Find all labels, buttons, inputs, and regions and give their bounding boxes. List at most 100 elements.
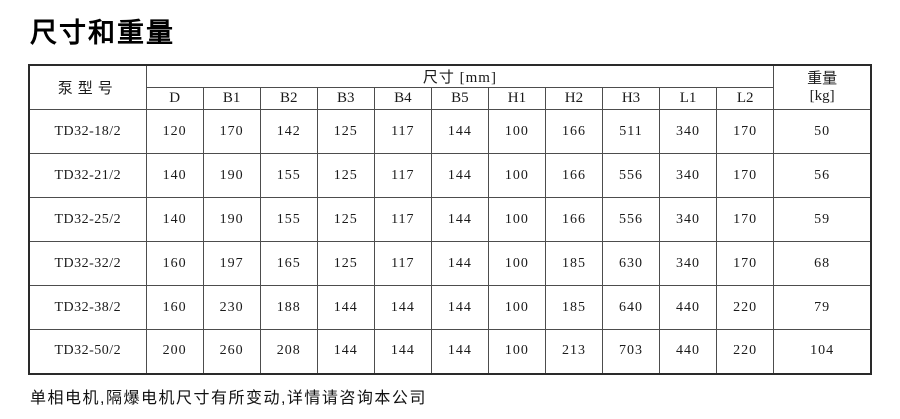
dimension-value-cell: 100	[487, 329, 546, 374]
table-row: TD32-25/2 140 190 155 125 117 144 100 166 556 340 1…	[28, 197, 872, 242]
dimension-value-cell: 630	[601, 241, 661, 286]
dimension-value-cell: 140	[145, 197, 204, 242]
dimension-value-cell: 144	[430, 285, 489, 330]
column-header-dim: L2	[716, 87, 775, 110]
dimension-value-cell: 160	[145, 285, 204, 330]
pump-model-cell: TD32-50/2	[28, 329, 147, 374]
dimension-value-cell: 120	[145, 109, 204, 154]
dimension-value-cell: 556	[601, 197, 661, 242]
dimension-value-cell: 165	[259, 241, 318, 286]
column-header-dim: B5	[430, 87, 489, 110]
column-header-dim: B2	[259, 87, 318, 110]
dimension-value-cell: 125	[316, 109, 375, 154]
dimension-value-cell: 170	[716, 109, 775, 154]
dimension-value-cell: 440	[659, 329, 718, 374]
dimension-value-cell: 140	[145, 153, 204, 198]
dimension-value-cell: 117	[373, 153, 432, 198]
table-row: TD32-50/2 200 260 208 144 144 144 100 213 703 440 2…	[28, 329, 872, 374]
weight-value-cell: 56	[773, 153, 872, 198]
dimension-value-cell: 230	[202, 285, 261, 330]
dimension-value-cell: 100	[487, 285, 546, 330]
dimension-value-cell: 220	[716, 329, 775, 374]
dimension-value-cell: 556	[601, 153, 661, 198]
dimension-value-cell: 144	[373, 329, 432, 374]
dimension-value-cell: 100	[487, 109, 546, 154]
dimension-value-cell: 144	[316, 329, 375, 374]
dimension-value-cell: 213	[544, 329, 603, 374]
dimension-value-cell: 220	[716, 285, 775, 330]
dimension-value-cell: 155	[259, 197, 318, 242]
dimension-value-cell: 170	[716, 241, 775, 286]
pump-model-cell: TD32-38/2	[28, 285, 147, 330]
dimension-value-cell: 340	[659, 197, 718, 242]
dimension-value-cell: 100	[487, 197, 546, 242]
table-body: TD32-18/2 120 170 142 125 117 144 100 166 511 340 1…	[28, 109, 872, 374]
dimension-value-cell: 144	[316, 285, 375, 330]
dimension-value-cell: 260	[202, 329, 261, 374]
dimension-value-cell: 340	[659, 241, 718, 286]
dimension-value-cell: 185	[544, 241, 603, 286]
dimension-value-cell: 200	[145, 329, 204, 374]
dimension-value-cell: 190	[202, 153, 261, 198]
dimension-value-cell: 185	[544, 285, 603, 330]
table-row: TD32-18/2 120 170 142 125 117 144 100 166 511 340 1…	[28, 109, 872, 154]
column-header-dim: H2	[544, 87, 603, 110]
dimension-value-cell: 144	[430, 197, 489, 242]
dimension-value-cell: 144	[430, 241, 489, 286]
pump-model-cell: TD32-32/2	[28, 241, 147, 286]
dimension-value-cell: 144	[373, 285, 432, 330]
weight-value-cell: 104	[773, 329, 872, 374]
dimension-value-cell: 166	[544, 153, 603, 198]
weight-value-cell: 79	[773, 285, 872, 330]
dimension-value-cell: 144	[430, 329, 489, 374]
dimension-value-cell: 117	[373, 109, 432, 154]
column-header-dim: B3	[316, 87, 375, 110]
column-header-dim: H3	[601, 87, 661, 110]
column-group-header-dimensions-mm: 尺寸 [mm]	[145, 64, 775, 88]
dimension-value-cell: 511	[601, 109, 661, 154]
dimension-value-cell: 117	[373, 241, 432, 286]
column-header-dim: B1	[202, 87, 261, 110]
table-row: TD32-32/2 160 197 165 125 117 144 100 185 630 340 1…	[28, 241, 872, 286]
dimension-value-cell: 125	[316, 153, 375, 198]
column-header-dim: L1	[659, 87, 718, 110]
dimension-value-cell: 703	[601, 329, 661, 374]
footnote: 单相电机,隔爆电机尺寸有所变动,详情请咨询本公司	[30, 389, 427, 407]
dimension-value-cell: 340	[659, 109, 718, 154]
weight-value-cell: 50	[773, 109, 872, 154]
pump-model-cell: TD32-25/2	[28, 197, 147, 242]
dimension-value-cell: 170	[202, 109, 261, 154]
weight-header-label: 重量	[807, 70, 838, 87]
column-header-dim: D	[145, 87, 204, 110]
table-row: TD32-38/2 160 230 188 144 144 144 100 185 640 440 2…	[28, 285, 872, 330]
dimension-value-cell: 170	[716, 197, 775, 242]
table-row: TD32-21/2 140 190 155 125 117 144 100 166 556 340 1…	[28, 153, 872, 198]
dimension-value-cell: 125	[316, 241, 375, 286]
dimension-value-cell: 440	[659, 285, 718, 330]
column-header-dim: B4	[373, 87, 432, 110]
dimension-value-cell: 166	[544, 197, 603, 242]
dimension-value-cell: 144	[430, 109, 489, 154]
weight-header-unit: [kg]	[809, 87, 835, 104]
dimension-value-cell: 125	[316, 197, 375, 242]
column-header-dim: H1	[487, 87, 546, 110]
table-group-header-row: 泵型号 尺寸 [mm] 重量 [kg]	[28, 64, 872, 110]
dimension-value-cell: 340	[659, 153, 718, 198]
pump-model-cell: TD32-21/2	[28, 153, 147, 198]
weight-value-cell: 68	[773, 241, 872, 286]
dimension-value-cell: 640	[601, 285, 661, 330]
dimension-value-cell: 117	[373, 197, 432, 242]
dimension-value-cell: 190	[202, 197, 261, 242]
dimension-value-cell: 100	[487, 241, 546, 286]
dimension-value-cell: 166	[544, 109, 603, 154]
column-header-pump-model: 泵型号	[28, 64, 147, 110]
dimension-value-cell: 170	[716, 153, 775, 198]
dimensions-weight-table: 泵型号 尺寸 [mm] 重量 [kg] D B1 B2 B3 B4 B5 H1 H2 H3 L1 L…	[28, 64, 872, 375]
dimension-value-cell: 155	[259, 153, 318, 198]
dimension-value-cell: 144	[430, 153, 489, 198]
dimension-value-cell: 188	[259, 285, 318, 330]
dimension-value-cell: 208	[259, 329, 318, 374]
dimension-value-cell: 142	[259, 109, 318, 154]
page-title: 尺寸和重量	[30, 18, 175, 48]
